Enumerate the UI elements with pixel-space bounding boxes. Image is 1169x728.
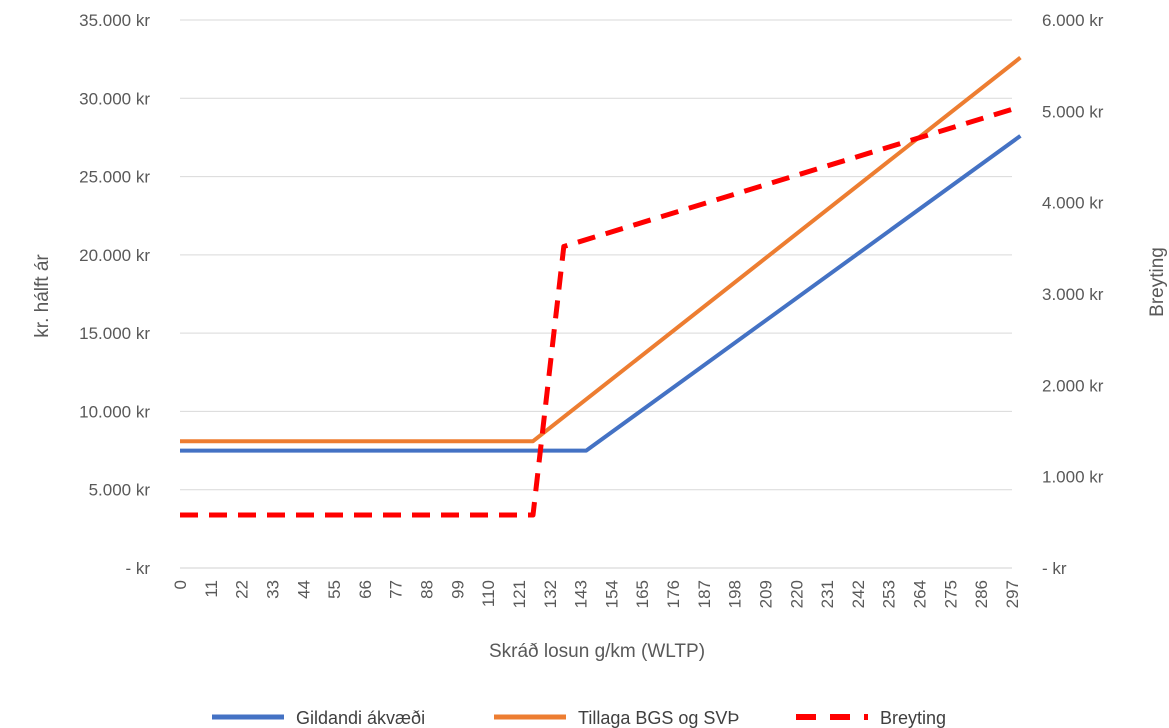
x-tick-label: 253 [880, 580, 899, 608]
x-tick-label: 154 [602, 580, 621, 608]
x-tick-label: 77 [387, 580, 406, 599]
y2-tick-label: 5.000 kr [1042, 102, 1104, 121]
gridlines [180, 19, 1012, 569]
legend-label: Tillaga BGS og SVÞ [578, 708, 739, 728]
x-tick-label: 44 [294, 580, 313, 599]
x-tick-label: 275 [941, 580, 960, 608]
x-axis-ticks: 0 11 22 33 44 55 66 77 88 99 110 121 132 143 154 165 176… [171, 580, 1022, 608]
x-tick-label: 176 [664, 580, 683, 608]
x-tick-label: 220 [787, 580, 806, 608]
x-tick-label: 132 [541, 580, 560, 608]
x-tick-label: 33 [263, 580, 282, 599]
x-tick-label: 187 [695, 580, 714, 608]
x-tick-label: 66 [356, 580, 375, 599]
legend-label: Gildandi ákvæði [296, 708, 425, 728]
x-tick-label: 110 [479, 580, 498, 607]
y-tick-label: - kr [125, 559, 150, 578]
y-tick-label: 35.000 kr [79, 11, 150, 30]
x-tick-label: 242 [849, 580, 868, 608]
x-tick-label: 198 [726, 580, 745, 608]
y2-tick-label: 2.000 kr [1042, 376, 1104, 395]
x-tick-label: 165 [633, 580, 652, 608]
y2-tick-label: 1.000 kr [1042, 468, 1104, 487]
y2-axis-ticks: - kr 1.000 kr 2.000 kr 3.000 kr 4.000 kr 5.00… [1042, 11, 1104, 578]
y2-tick-label: 4.000 kr [1042, 194, 1104, 213]
x-tick-label: 22 [233, 580, 252, 599]
y-tick-label: 30.000 kr [79, 89, 150, 108]
series-line-3 [180, 104, 1022, 518]
series-line-1 [180, 134, 1022, 453]
x-tick-label: 55 [325, 580, 344, 599]
y-tick-label: 25.000 kr [79, 168, 150, 187]
y2-tick-label: - kr [1042, 559, 1067, 578]
y-tick-label: 15.000 kr [79, 324, 150, 343]
y-tick-label: 20.000 kr [79, 246, 150, 265]
x-tick-label: 286 [972, 580, 991, 608]
y-tick-label: 5.000 kr [89, 481, 151, 500]
y2-tick-label: 3.000 kr [1042, 285, 1104, 304]
x-tick-label: 11 [202, 580, 221, 598]
x-tick-label: 231 [818, 580, 837, 608]
y-axis-title: kr. hálft ár [32, 254, 53, 338]
x-tick-label: 0 [171, 580, 190, 589]
x-axis-title: Skráð losun g/km (WLTP) [489, 641, 705, 662]
y-axis-ticks: - kr 5.000 kr 10.000 kr 15.000 kr 20.000 kr 2… [79, 11, 150, 578]
x-tick-label: 264 [911, 580, 930, 608]
x-tick-label: 209 [756, 580, 775, 608]
x-tick-label: 143 [572, 580, 591, 608]
legend-label: Breyting [880, 708, 946, 728]
x-tick-label: 121 [510, 580, 529, 608]
x-tick-label: 297 [1003, 580, 1022, 608]
y2-tick-label: 6.000 kr [1042, 11, 1104, 30]
series-line-2 [180, 56, 1022, 444]
y-tick-label: 10.000 kr [79, 402, 150, 421]
x-tick-label: 88 [418, 580, 437, 599]
legend: Gildandi ákvæði Tillaga BGS og SVÞ Breytin… [212, 708, 946, 728]
y2-axis-title: Breyting [1147, 247, 1168, 317]
series-lines [180, 56, 1022, 518]
x-tick-label: 99 [448, 580, 467, 599]
